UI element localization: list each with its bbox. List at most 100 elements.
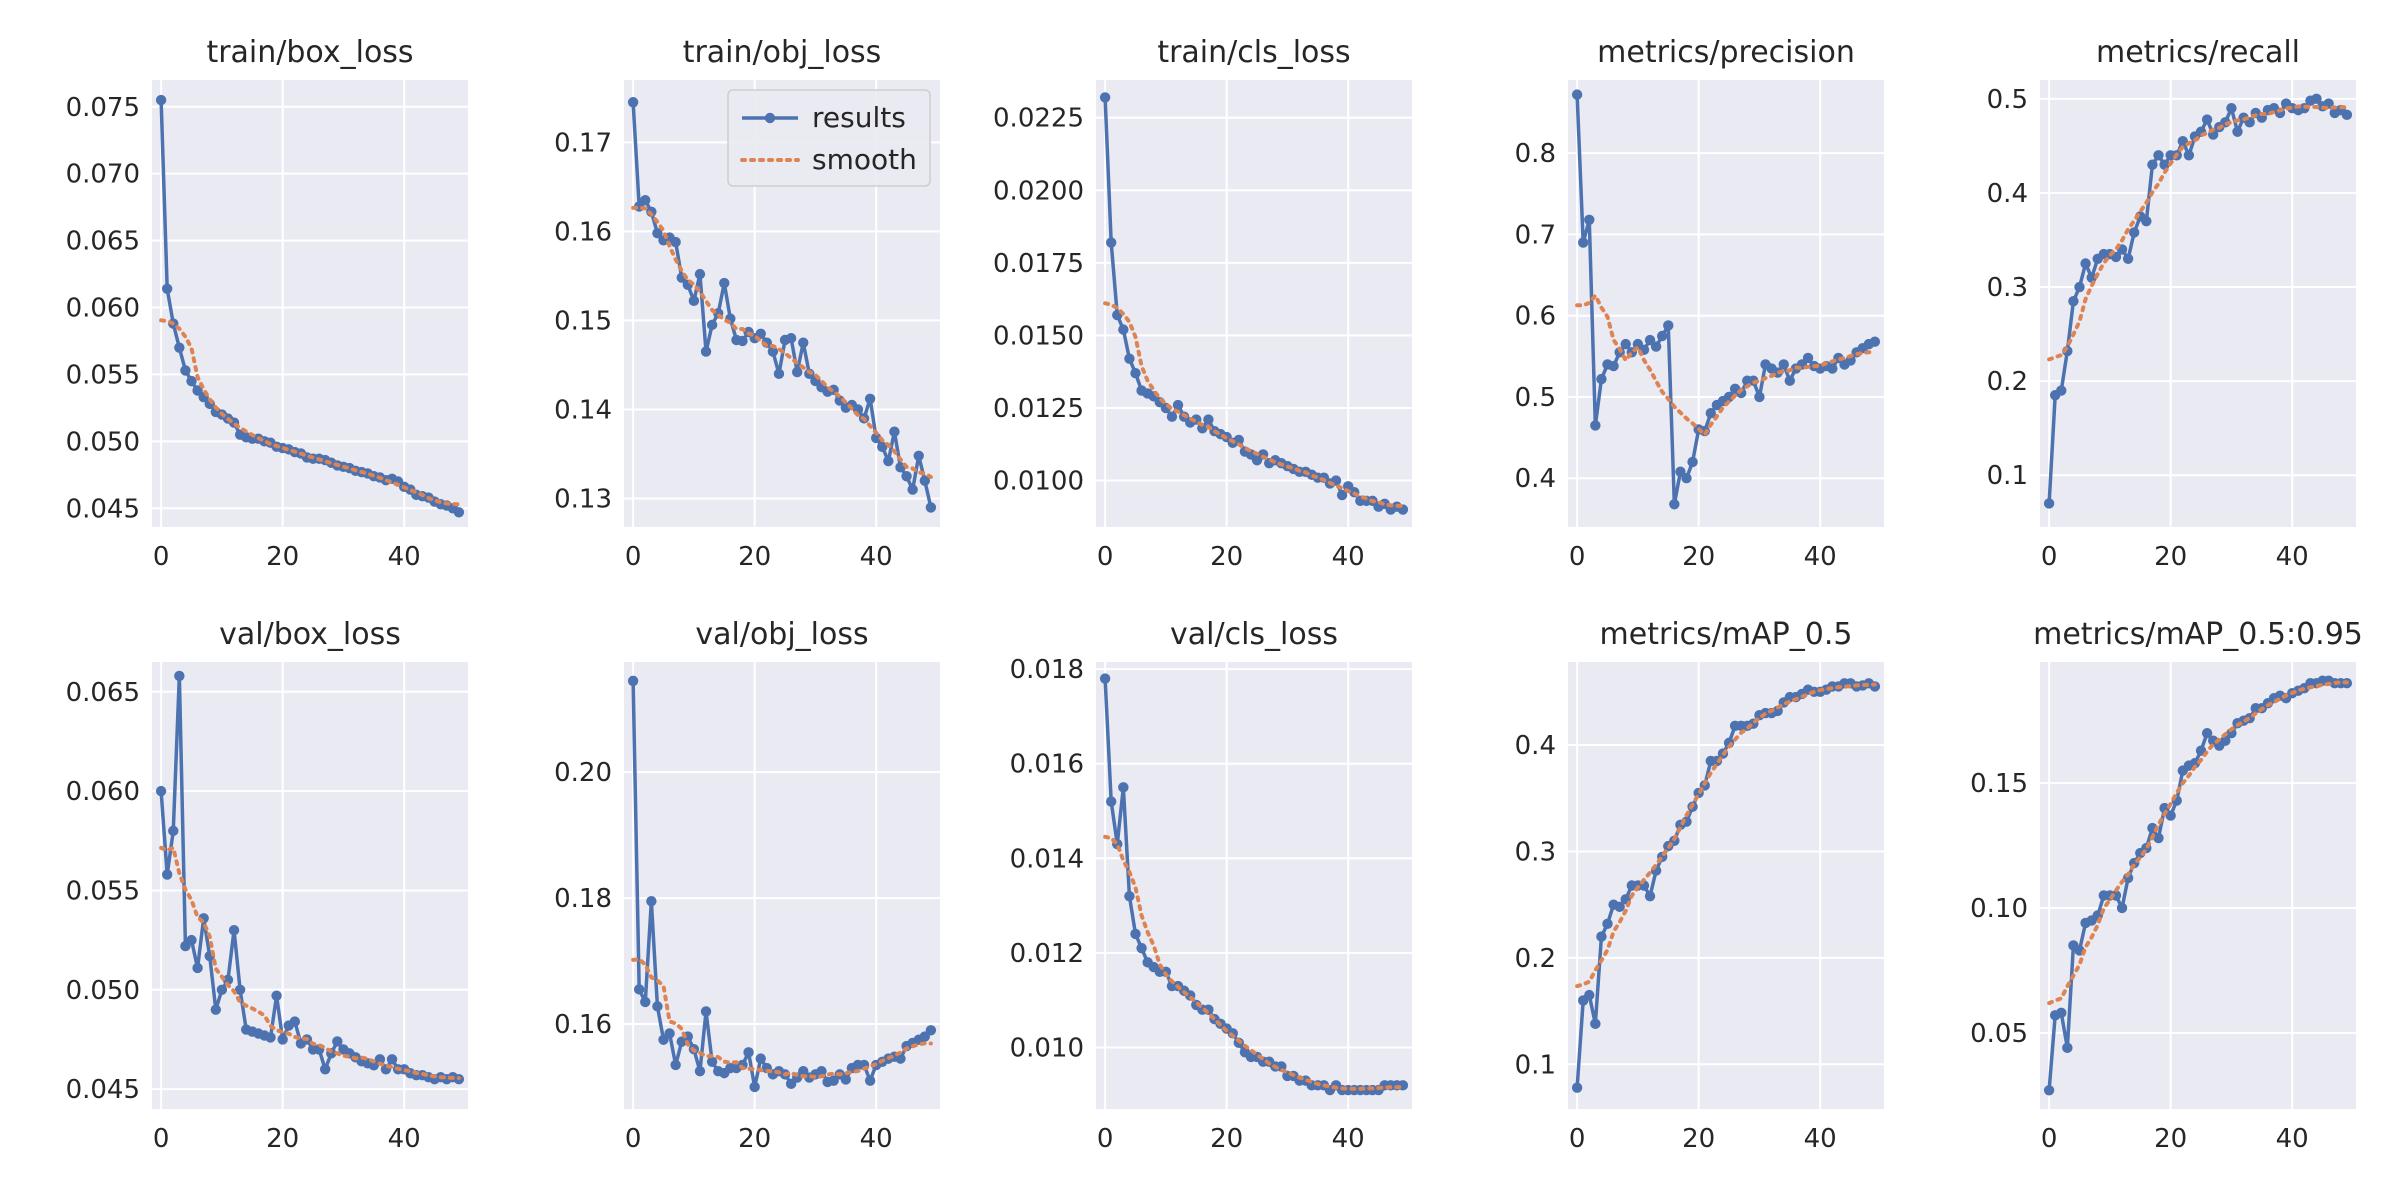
y-tick-label: 0.018	[1010, 655, 1084, 685]
smooth-line	[1103, 834, 1405, 1091]
results-point	[2043, 1085, 2055, 1096]
results-point	[901, 471, 912, 482]
x-tick-label: 0	[2041, 1124, 2058, 1154]
results-point	[1620, 338, 1631, 350]
smooth-line	[159, 318, 461, 507]
subplot-9: 0 20 40 0.1 0.2 0.3 0.4 metrics/mAP_0.5	[1515, 617, 1884, 1154]
results-point	[1802, 352, 1814, 364]
smooth-line	[159, 845, 461, 1081]
y-tick-label: 0.0175	[993, 249, 1084, 279]
results-point	[332, 1036, 343, 1047]
results-point	[1596, 931, 1607, 942]
results-point	[161, 283, 173, 294]
subplot-title: train/cls_loss	[1157, 35, 1350, 70]
results-point	[1656, 330, 1668, 342]
subplot-6: 0 20 40 0.045 0.050 0.055 0.060 0.065 val/box_lo…	[66, 617, 468, 1154]
results-point	[1130, 367, 1141, 379]
subplot-title: train/box_loss	[206, 35, 413, 70]
y-tick-label: 0.10	[1970, 894, 2028, 924]
y-tick-label: 0.4	[1515, 464, 1556, 494]
results-point	[186, 375, 197, 387]
x-tick-label: 0	[625, 1124, 642, 1154]
plot-area	[2040, 80, 2356, 527]
x-tick-label: 20	[2154, 542, 2187, 572]
results-point	[2183, 150, 2195, 161]
results-point	[1687, 456, 1698, 468]
y-tick-label: 0.014	[1010, 844, 1084, 874]
subplot-title: val/obj_loss	[695, 617, 868, 652]
results-point	[1571, 1082, 1583, 1093]
results-point	[2226, 103, 2237, 114]
plot-area	[1568, 80, 1884, 527]
x-tick-label: 0	[153, 1124, 170, 1154]
results-point	[1118, 782, 1129, 793]
results-point	[1596, 373, 1607, 385]
y-tick-label: 0.05	[1970, 1019, 2028, 1049]
y-tick-label: 0.050	[66, 976, 140, 1006]
results-point	[234, 984, 246, 995]
subplot-title: val/cls_loss	[1170, 617, 1338, 652]
results-point	[1675, 466, 1686, 477]
results-point	[265, 1032, 276, 1043]
y-tick-label: 0.16	[554, 1010, 612, 1040]
subplot-4: 0 20 40 0.4 0.5 0.6 0.7 0.8 metrics/precision	[1515, 35, 1884, 572]
results-point	[1136, 942, 1147, 954]
results-point	[1669, 499, 1680, 510]
results-point	[767, 346, 779, 357]
results-point	[174, 670, 185, 682]
results-point	[1105, 237, 1117, 248]
subplot-10: 0 20 40 0.05 0.10 0.15 metrics/mAP_0.5:0.95	[1970, 617, 2363, 1154]
results-point	[2165, 810, 2176, 821]
results-point	[749, 1081, 760, 1093]
results-point	[773, 368, 785, 380]
subplot-1: 0 20 40 0.045 0.050 0.055 0.060 0.065 0.070 0.075…	[66, 35, 468, 572]
smooth-line	[631, 957, 933, 1079]
y-tick-label: 0.4	[1987, 179, 2028, 209]
results-point	[1130, 928, 1141, 940]
smooth-line	[631, 205, 933, 479]
results-point	[1590, 420, 1601, 431]
results-point	[1590, 1018, 1601, 1030]
results-point	[2056, 1007, 2067, 1019]
results-point	[737, 335, 748, 347]
x-tick-label: 0	[1569, 542, 1586, 572]
x-tick-label: 0	[153, 542, 170, 572]
y-tick-label: 0.20	[554, 758, 612, 788]
plot-area	[1096, 662, 1412, 1109]
y-tick-label: 0.070	[66, 160, 140, 190]
results-point	[670, 1059, 681, 1071]
y-tick-label: 0.055	[66, 876, 140, 906]
results-point	[174, 342, 185, 353]
results-point	[2153, 832, 2164, 844]
smooth-line	[2047, 680, 2349, 1006]
results-point	[186, 934, 197, 946]
y-tick-label: 0.2	[1987, 367, 2028, 397]
results-point	[719, 277, 730, 289]
y-tick-label: 0.010	[1010, 1034, 1084, 1064]
subplot-title: metrics/mAP_0.5:0.95	[2033, 617, 2363, 652]
results-point	[1099, 673, 1111, 684]
subplot-3: 0 20 40 0.0100 0.0125 0.0150 0.0175 0.0200 0.022…	[993, 35, 1412, 572]
results-point	[1827, 363, 1838, 374]
results-point	[913, 450, 924, 461]
results-point	[155, 785, 167, 797]
plot-area	[152, 80, 468, 527]
results-point	[222, 974, 234, 986]
x-tick-label: 40	[388, 1124, 421, 1154]
y-tick-label: 0.3	[1515, 837, 1556, 867]
results-point	[670, 236, 681, 248]
results-point	[2147, 159, 2158, 170]
x-tick-label: 40	[2276, 1124, 2309, 1154]
results-point	[1602, 918, 1613, 930]
results-point	[1105, 796, 1117, 807]
y-tick-label: 0.0125	[993, 394, 1084, 424]
results-point	[640, 996, 651, 1008]
results-point	[1608, 360, 1619, 372]
x-tick-label: 20	[1210, 542, 1243, 572]
subplot-title: val/box_loss	[219, 617, 401, 652]
results-point	[1584, 214, 1595, 225]
plot-area	[152, 662, 468, 1109]
subplot-2: 0 20 40 0.13 0.14 0.15 0.16 0.17 train/obj_lossr…	[554, 35, 940, 572]
results-point	[271, 990, 282, 1001]
results-point	[816, 1066, 827, 1077]
